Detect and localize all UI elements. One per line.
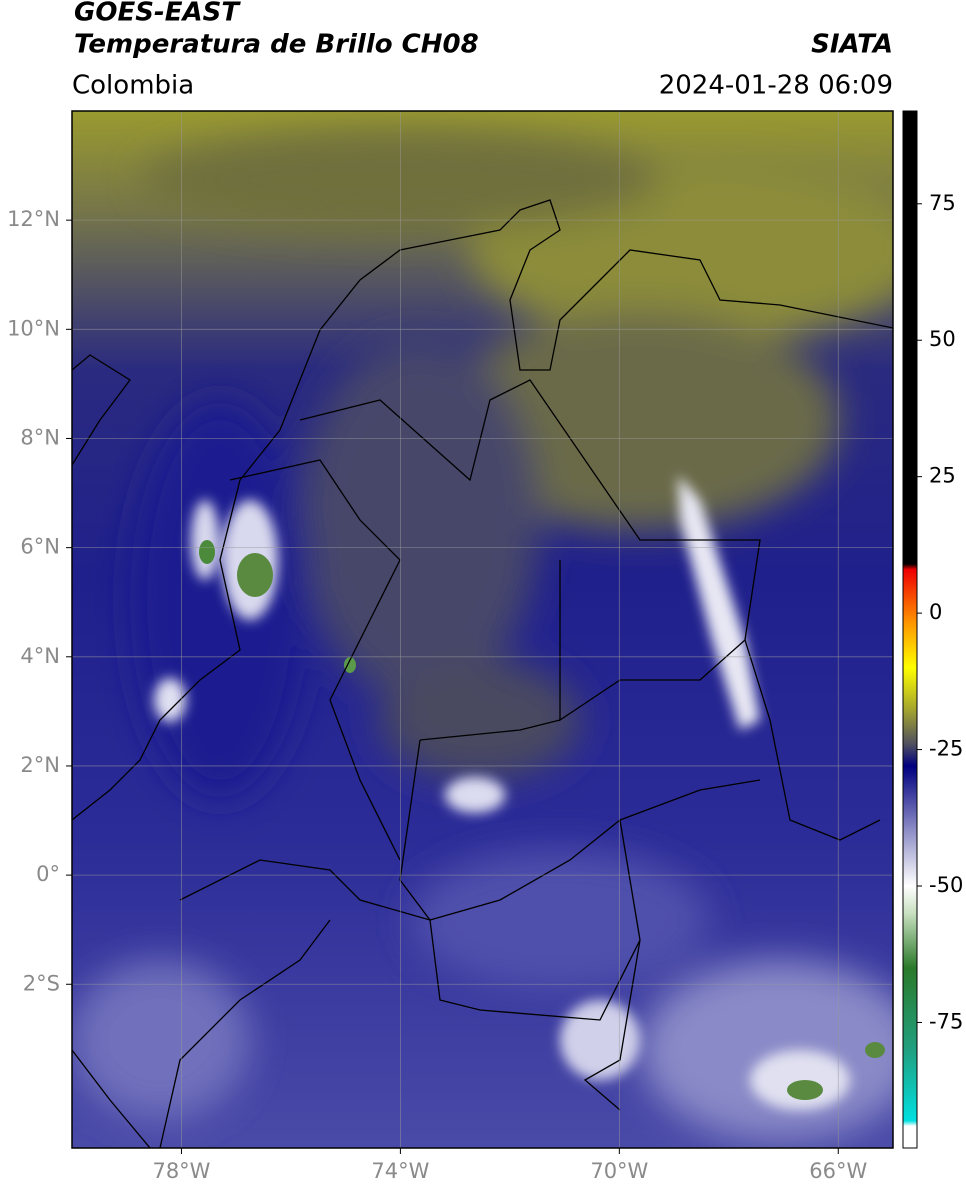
x-tick-label: 66°W: [809, 1159, 867, 1183]
y-tick-label: 8°N: [20, 425, 60, 449]
colorbar-tick-label: 50: [929, 327, 956, 351]
region: Colombia: [72, 71, 194, 101]
y-tick-label: 4°N: [20, 644, 60, 668]
map-frame: [71, 110, 894, 1149]
x-tick-label: 70°W: [590, 1159, 648, 1183]
colorbar-tick-label: 25: [929, 464, 956, 488]
colorbar-tick-label: -25: [929, 737, 963, 761]
colorbar: [902, 110, 918, 1149]
x-tick-label: 78°W: [152, 1159, 210, 1183]
y-tick-label: 0°: [36, 862, 60, 886]
y-tick-label: 10°N: [7, 316, 60, 340]
x-tick-label: 74°W: [371, 1159, 429, 1183]
datetime: 2024-01-28 06:09: [659, 71, 893, 101]
title: GOES-EAST: [74, 0, 241, 28]
satellite-image: [72, 111, 893, 1148]
y-tick-label: 2°S: [23, 971, 60, 995]
y-tick-label: 12°N: [7, 207, 60, 231]
y-tick-label: 6°N: [20, 535, 60, 559]
colorbar-tick-label: -75: [929, 1009, 963, 1033]
colorbar-tick-label: 75: [929, 191, 956, 215]
subtitle: Temperatura de Brillo CH08: [74, 30, 479, 60]
colorbar-tick-label: 0: [929, 600, 942, 624]
grid: [72, 111, 893, 1148]
colorbar-tick-label: -50: [929, 873, 963, 897]
source: SIATA: [811, 30, 893, 60]
y-tick-label: 2°N: [20, 753, 60, 777]
